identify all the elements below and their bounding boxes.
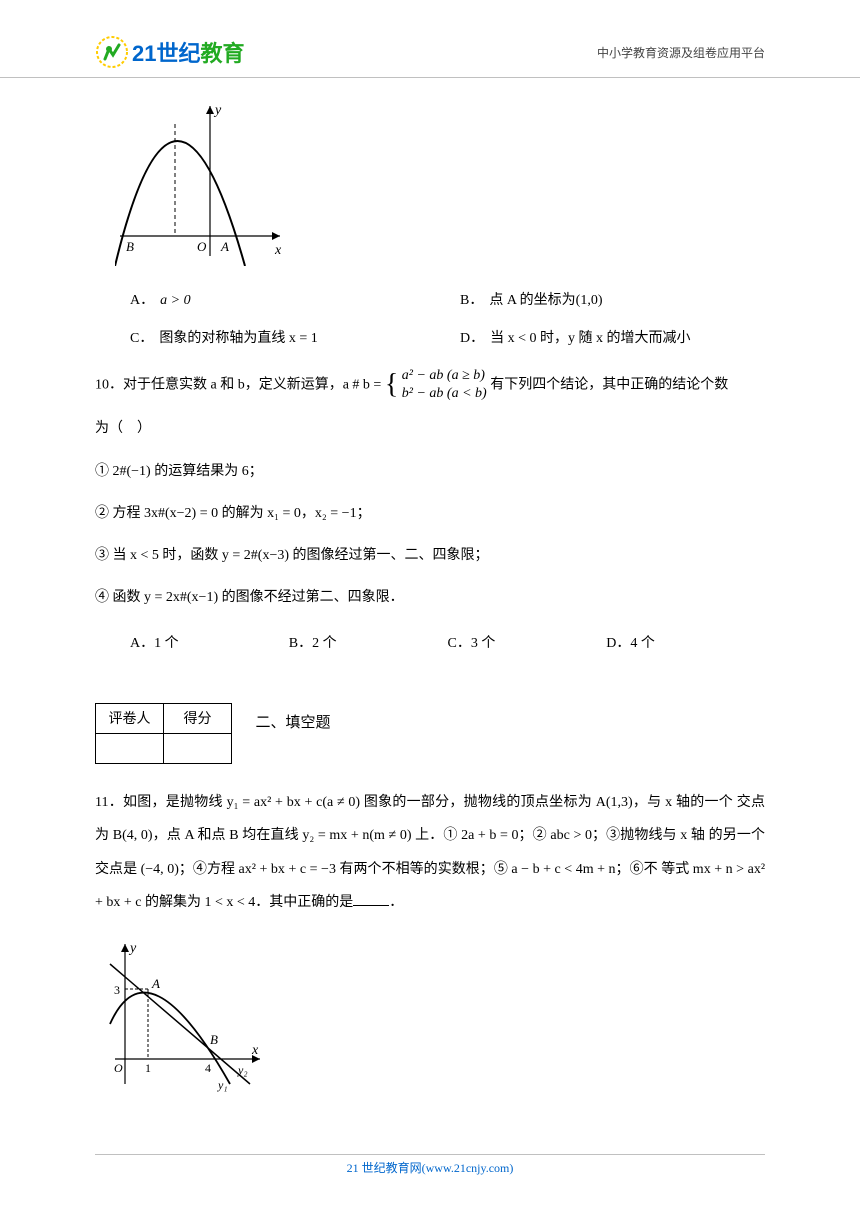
q11-line1: 11．如图，是抛物线 y₁ = ax² + bx + c(a ≠ 0) 图象的一… [95, 795, 733, 810]
section-2-header: 评卷人 得分 二、填空题 [95, 675, 765, 768]
svg-text:A: A [151, 976, 160, 991]
opt-a-text: a > 0 [160, 293, 190, 308]
q9-option-d: D． 当 x < 0 时，y 随 x 的增大而减小 [460, 327, 765, 347]
svg-text:x: x [251, 1043, 259, 1058]
svg-text:3: 3 [114, 983, 120, 997]
opt-d-text: 当 x < 0 时，y 随 x 的增大而减小 [490, 331, 690, 346]
q10-opt-a: A．1 个 [130, 628, 289, 660]
q10-stem-3: 为（ ） [95, 413, 765, 445]
answer-blank [353, 892, 389, 906]
svg-text:B: B [126, 239, 134, 254]
q10-item3: ③ 当 x < 5 时，函数 y = 2#(x−3) 的图像经过第一、二、四象限… [95, 540, 765, 572]
logo-brand-blue: 21世纪 [132, 41, 200, 66]
page-footer: 21 世纪教育网(www.21cnjy.com) [95, 1154, 765, 1176]
q9-option-a: A． a > 0 [130, 289, 460, 309]
footer-text: 21 世纪教育网(www.21cnjy.com) [347, 1161, 514, 1175]
logo-text: 21世纪教育 [132, 36, 245, 68]
q10-item4: ④ 函数 y = 2x#(x−1) 的图像不经过第二、四象限． [95, 582, 765, 614]
svg-text:B: B [210, 1032, 218, 1047]
svg-text:x: x [274, 243, 282, 258]
q9-options-row-1: A． a > 0 B． 点 A 的坐标为(1,0) [130, 289, 765, 309]
page-content: y x O A B A．a > 0 B．点 A 的坐标为(1,0) C．图象的对… [0, 78, 860, 1099]
page-header: 21世纪教育 中小学教育资源及组卷应用平台 [0, 0, 860, 78]
q10-opt-d: D．4 个 [606, 628, 765, 660]
q11-period: ． [389, 895, 403, 910]
q10-item1: ① 2#(−1) 的运算结果为 6； [95, 456, 765, 488]
q9-option-b: B． 点 A 的坐标为(1,0) [460, 289, 765, 309]
brace-icon: { [385, 369, 398, 400]
q10-opt-c: C．3 个 [448, 628, 607, 660]
svg-text:O: O [197, 239, 207, 254]
q10-opt-b: B．2 个 [289, 628, 448, 660]
score-col1: 评卷人 [96, 703, 164, 733]
q10-stem: 10．对于任意实数 a 和 b，定义新运算，a # b = { a² − ab … [95, 367, 765, 403]
svg-text:4: 4 [205, 1061, 211, 1075]
svg-text:y: y [213, 103, 222, 118]
svg-text:y₁: y₁ [217, 1078, 228, 1092]
q10-item2: ② 方程 3x#(x−2) = 0 的解为 x₁ = 0，x₂ = −1； [95, 498, 765, 530]
q10-stem-2: 有下列四个结论，其中正确的结论个数 [490, 377, 728, 392]
svg-text:A: A [220, 239, 229, 254]
q9-graph: y x O A B [115, 96, 765, 271]
q9-options-row-2: C． 图象的对称轴为直线 x = 1 D． 当 x < 0 时，y 随 x 的增大而… [130, 327, 765, 347]
opt-d-prefix: D． [460, 331, 484, 346]
parabola-line-graph-icon: y x O A B 3 1 4 y₁ y₂ [100, 934, 270, 1094]
svg-text:y: y [128, 941, 137, 956]
logo: 21世纪教育 [95, 35, 245, 69]
q11: 11．如图，是抛物线 y₁ = ax² + bx + c(a ≠ 0) 图象的一… [95, 786, 765, 920]
q10-case1: a² − ab (a ≥ b) [402, 368, 485, 383]
opt-c-text: 图象的对称轴为直线 x = 1 [159, 331, 317, 346]
svg-text:1: 1 [145, 1061, 151, 1075]
score-col2: 得分 [164, 703, 232, 733]
svg-text:O: O [114, 1061, 123, 1075]
score-blank2 [164, 733, 232, 763]
q11-graph: y x O A B 3 1 4 y₁ y₂ [100, 934, 765, 1099]
opt-c-prefix: C． [130, 331, 153, 346]
opt-b-prefix: B． [460, 293, 483, 308]
header-tagline: 中小学教育资源及组卷应用平台 [597, 44, 765, 61]
opt-a-prefix: A． [130, 293, 154, 308]
q10-options: A．1 个 B．2 个 C．3 个 D．4 个 [130, 628, 765, 660]
q10-stem-1: 10．对于任意实数 a 和 b，定义新运算，a # b = [95, 377, 381, 392]
svg-text:y₂: y₂ [237, 1063, 248, 1077]
logo-brand-green: 教育 [200, 41, 244, 66]
logo-icon [95, 35, 129, 69]
parabola-graph-icon: y x O A B [115, 96, 295, 266]
score-blank1 [96, 733, 164, 763]
opt-b-text: 点 A 的坐标为(1,0) [489, 293, 602, 308]
q10-case2: b² − ab (a < b) [402, 386, 487, 401]
section2-title: 二、填空题 [256, 711, 331, 732]
q10: 10．对于任意实数 a 和 b，定义新运算，a # b = { a² − ab … [95, 367, 765, 661]
score-table: 评卷人 得分 [95, 703, 232, 764]
q9-option-c: C． 图象的对称轴为直线 x = 1 [130, 327, 460, 347]
